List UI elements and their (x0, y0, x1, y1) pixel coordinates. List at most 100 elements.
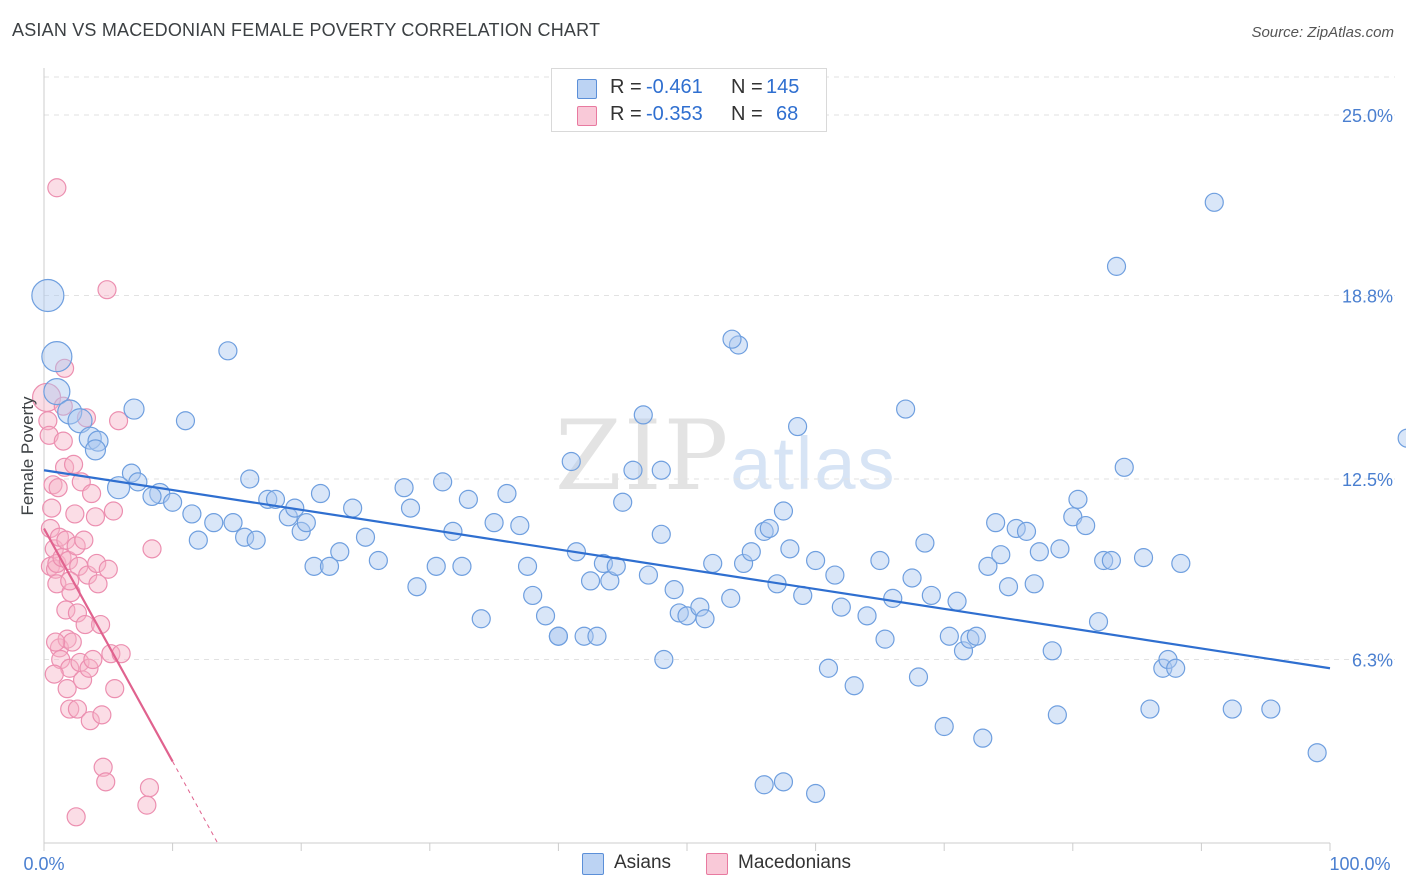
asian-point (654, 649, 674, 670)
asian-point (580, 571, 601, 591)
macedonian-point (83, 649, 103, 670)
asian-point (67, 408, 93, 434)
asian-point (1024, 574, 1044, 594)
asian-point (319, 556, 340, 576)
macedonians-points (31, 178, 162, 827)
asian-point (426, 556, 446, 576)
asian-point (128, 472, 148, 492)
asian-point (787, 416, 808, 437)
legend-r-label: R = (610, 103, 642, 125)
asian-point (1204, 192, 1224, 212)
asian-point (638, 565, 659, 585)
macedonian-point (45, 632, 66, 652)
asian-point (759, 518, 779, 539)
macedonian-point (81, 483, 102, 504)
asian-point (265, 489, 286, 509)
asian-point (330, 542, 350, 562)
macedonian-point (139, 778, 160, 798)
asian-point (773, 772, 794, 792)
asian-point (844, 676, 864, 696)
asian-point (793, 585, 813, 606)
asian-point (870, 550, 890, 571)
asian-point (304, 556, 324, 576)
asians-trend-line (43, 469, 1331, 670)
asian-point (407, 577, 427, 597)
asian-point (947, 591, 967, 611)
asian-point (535, 606, 556, 626)
y-tick-label: 12.5% (1342, 470, 1393, 490)
asian-point (296, 513, 316, 533)
asian-point (991, 545, 1011, 565)
x-tick-label: 0.0% (23, 854, 64, 874)
asian-point (1047, 705, 1067, 725)
asian-point (471, 609, 491, 629)
asian-point (246, 530, 266, 550)
asian-point (343, 498, 363, 518)
asian-point (1166, 658, 1186, 678)
asian-point (78, 426, 102, 450)
asian-point (587, 626, 607, 646)
macedonian-point (42, 498, 62, 518)
asian-point (1106, 256, 1127, 276)
macedonian-point (53, 431, 73, 451)
asian-point (182, 504, 202, 524)
macedonian-point (87, 553, 107, 574)
legend-swatch-macedonians (706, 853, 728, 875)
macedonian-point (63, 454, 84, 475)
asian-point (400, 498, 421, 518)
legend-swatch-asians (582, 853, 604, 875)
asian-point (368, 550, 388, 571)
asian-point (123, 398, 145, 420)
macedonian-point (67, 603, 88, 623)
asian-point (452, 556, 472, 576)
asian-point (623, 460, 643, 480)
asian-point (703, 553, 723, 574)
asian-point (773, 501, 794, 521)
macedonian-point (39, 425, 59, 445)
asian-point (1133, 548, 1154, 568)
grid-lines (44, 76, 1395, 661)
asian-point (84, 439, 107, 461)
trend-lines (43, 469, 1331, 844)
macedonians-trend-extension (172, 761, 219, 844)
asian-point (633, 405, 653, 425)
asian-point (908, 667, 929, 687)
legend-row-macedonians: R = -0.353 N = 68 (552, 100, 826, 128)
macedonian-point (66, 807, 86, 827)
asian-point (240, 469, 260, 489)
asian-point (57, 399, 83, 425)
asian-point (188, 530, 208, 550)
asian-point (1397, 428, 1406, 448)
macedonian-point (47, 178, 67, 198)
legend-n-label: N = (731, 103, 763, 125)
legend-r-label: R = (610, 76, 642, 98)
asian-point (857, 606, 877, 626)
asian-point (651, 460, 671, 480)
asian-point (41, 341, 73, 373)
macedonian-point (93, 757, 113, 777)
asian-point (805, 783, 826, 804)
asian-point (754, 775, 774, 795)
asian-point (939, 626, 959, 646)
legend-label-macedonians: Macedonians (738, 852, 852, 873)
asian-point (934, 716, 954, 737)
macedonian-point (98, 559, 118, 579)
macedonian-point (54, 358, 75, 378)
macedonian-point (43, 475, 63, 495)
macedonians-trend-line (43, 527, 174, 762)
asian-point (1068, 489, 1088, 509)
asian-point (517, 556, 538, 576)
asian-point (355, 527, 376, 547)
y-axis-label: Female Poverty (18, 396, 37, 516)
watermark-atlas: atlas (730, 422, 897, 505)
asian-point (986, 513, 1006, 533)
watermark-zip: ZIP (555, 400, 731, 512)
asian-point (523, 585, 543, 606)
macedonian-point (57, 629, 77, 649)
macedonian-point (38, 411, 58, 431)
legend-n-value: 145 (766, 76, 800, 98)
asian-point (1050, 539, 1070, 559)
asian-point (831, 597, 851, 617)
asian-point (978, 556, 998, 576)
